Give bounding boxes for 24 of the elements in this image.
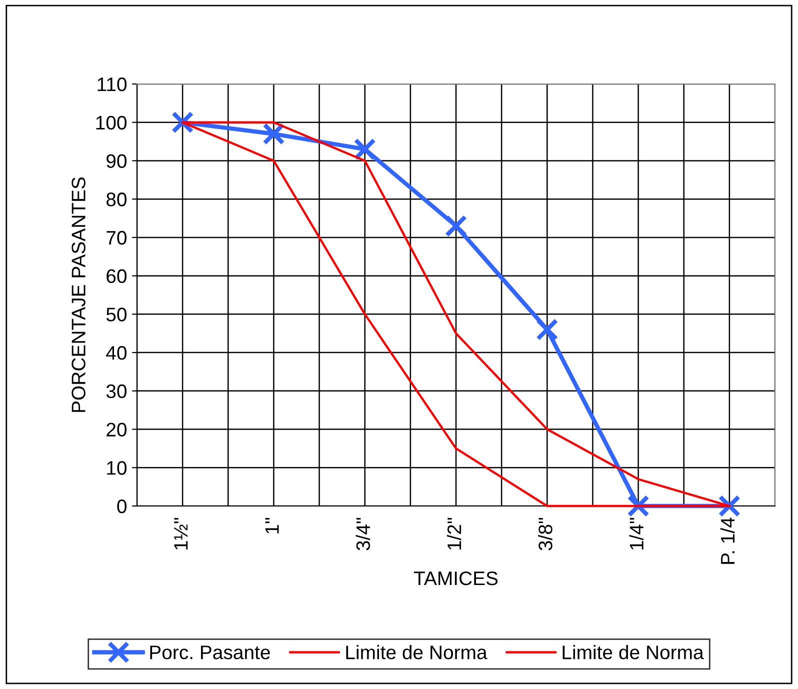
y-tick-label: 10 — [107, 461, 127, 475]
x-tick-label: 3/4" — [356, 518, 370, 550]
x-tick-label: P. 1/4 — [720, 518, 735, 564]
y-tick-label: 50 — [106, 308, 127, 322]
y-tick-label: 40 — [106, 346, 127, 360]
y-tick-label: 80 — [106, 192, 127, 206]
y-tick-label: 70 — [106, 230, 127, 245]
y-tick-label: 100 — [96, 116, 127, 130]
legend-label: Limite de Norma — [562, 644, 704, 660]
y-axis-title: PORCENTAJE PASANTES — [72, 177, 86, 412]
x-tick-label: 1/2" — [446, 518, 462, 550]
legend-label: Limite de Norma — [346, 644, 488, 660]
y-tick-label: 110 — [98, 77, 127, 92]
y-tick-label: 30 — [106, 384, 127, 398]
y-tick-label: 60 — [106, 269, 127, 284]
x-axis-title: TAMICES — [414, 571, 498, 586]
x-tick-label: 1½" — [174, 518, 188, 550]
y-tick-label: 20 — [106, 422, 127, 437]
x-tick-label: 3/8" — [538, 518, 552, 550]
y-tick-label: 90 — [106, 154, 127, 168]
y-tick-label: 0 — [117, 499, 127, 514]
x-tick-label: 1" — [265, 518, 279, 534]
legend-label: Porc. Pasante — [150, 646, 270, 660]
x-tick-label: 1/4" — [629, 518, 644, 550]
